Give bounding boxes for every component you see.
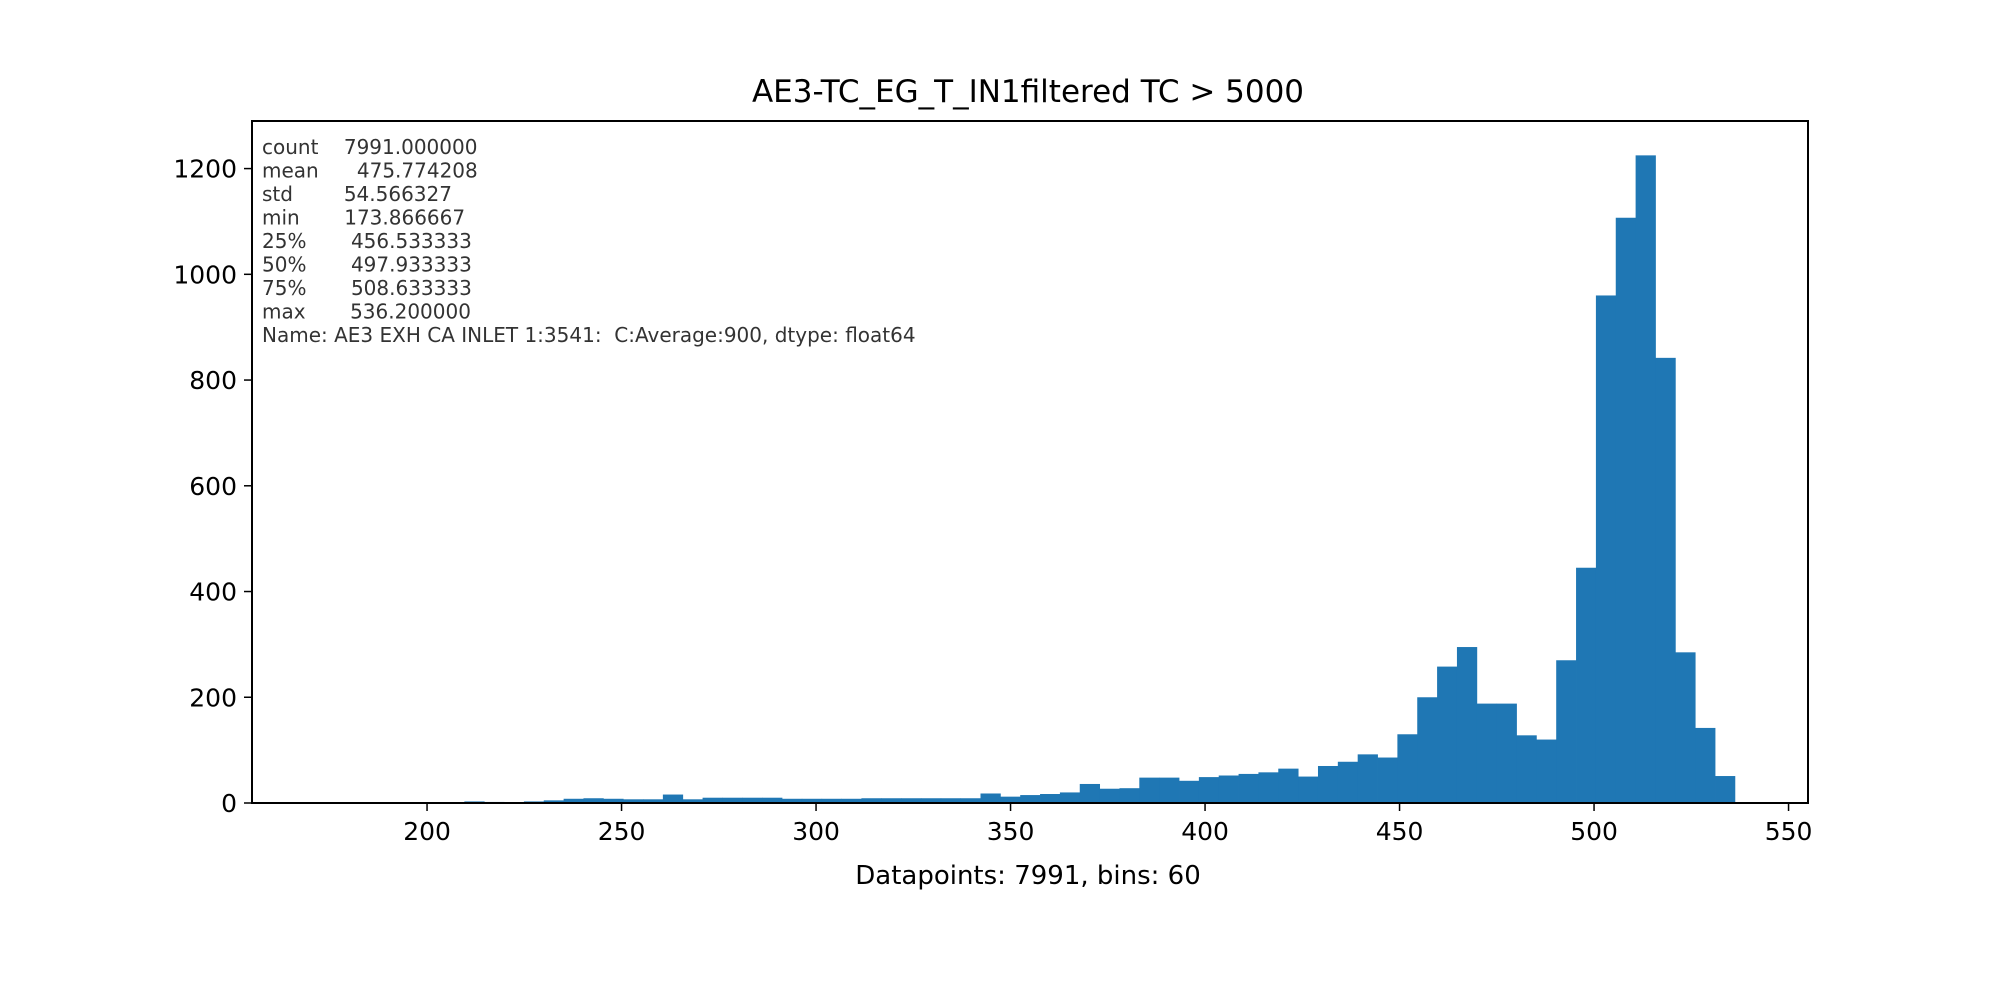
histogram-bar <box>1278 768 1299 803</box>
histogram-bar <box>702 797 723 803</box>
histogram-bar <box>1536 739 1557 803</box>
histogram-bar <box>920 798 942 803</box>
histogram-bar <box>1456 647 1478 803</box>
histogram-bar <box>1317 765 1339 803</box>
histogram-bar <box>1595 295 1617 803</box>
histogram-bar <box>1615 217 1637 803</box>
histogram-bar <box>1000 796 1021 803</box>
x-axis-ticks: 200 250 300 350 400 450 500 550 <box>403 803 1812 846</box>
histogram-bar <box>1476 703 1498 803</box>
stats-line: 50% 497.933333 <box>262 253 472 277</box>
histogram-bar <box>940 798 962 803</box>
histogram-bar <box>1159 777 1180 803</box>
histogram-bar <box>1695 727 1716 803</box>
stats-line: Name: AE3 EXH CA INLET 1:3541: C:Average… <box>262 323 916 347</box>
x-axis-label: Datapoints: 7991, bins: 60 <box>855 861 1201 891</box>
histogram-bar <box>1099 788 1120 803</box>
histogram-bar <box>861 798 882 803</box>
stats-line: 25% 456.533333 <box>262 229 472 253</box>
histogram-bar <box>1357 754 1378 803</box>
x-tick-label: 350 <box>987 817 1035 846</box>
x-tick-label: 200 <box>403 817 451 846</box>
histogram-bar <box>1576 567 1597 803</box>
histogram-bar <box>543 800 565 803</box>
y-tick-label: 200 <box>189 683 237 712</box>
y-tick-label: 800 <box>189 366 237 395</box>
histogram-bar <box>841 798 862 803</box>
histogram-bar <box>563 798 584 803</box>
histogram-bar <box>1198 777 1220 803</box>
x-tick-label: 400 <box>1181 817 1229 846</box>
stats-line: count 7991.000000 <box>262 135 477 159</box>
histogram-bar <box>1377 757 1398 803</box>
y-tick-label: 400 <box>189 578 237 607</box>
x-tick-label: 550 <box>1765 817 1813 846</box>
histogram-bar <box>1337 761 1359 803</box>
chart-title: AE3-TC_EG_T_IN1filtered TC > 5000 <box>752 74 1304 110</box>
histogram-bar <box>762 797 783 803</box>
histogram-bar <box>1079 783 1101 803</box>
y-axis-ticks: 0 200 400 600 800 1000 1200 <box>173 155 252 818</box>
histogram-bar <box>603 798 624 803</box>
histogram-bar <box>1516 735 1537 803</box>
histogram-bar <box>901 798 922 803</box>
histogram-bar <box>881 798 902 803</box>
histogram-bar <box>1715 776 1736 803</box>
histogram-bar <box>623 799 644 803</box>
stats-line: std 54.566327 <box>262 182 452 206</box>
histogram-bar <box>1298 776 1319 803</box>
y-tick-label: 1200 <box>173 155 237 184</box>
stats-line: min 173.866667 <box>262 206 465 230</box>
histogram-bar <box>980 793 1001 803</box>
histogram-bar <box>1218 775 1239 803</box>
histogram-bar <box>643 799 664 803</box>
x-tick-label: 500 <box>1570 817 1618 846</box>
histogram-bar <box>662 794 684 803</box>
histogram-bar <box>1675 652 1696 803</box>
histogram-bar <box>1020 795 1041 803</box>
histogram-bar <box>1635 155 1656 804</box>
y-tick-label: 1000 <box>173 260 237 289</box>
histogram-bar <box>1655 357 1676 803</box>
histogram-bar <box>583 798 604 803</box>
stats-line: mean 475.774208 <box>262 159 478 183</box>
histogram-bar <box>1258 772 1279 803</box>
histogram-bar <box>1139 777 1160 803</box>
histogram-bar <box>1397 734 1418 803</box>
histogram-bar <box>801 798 823 803</box>
histogram-bar <box>742 797 763 803</box>
histogram-bar <box>722 797 743 803</box>
y-tick-label: 600 <box>189 472 237 501</box>
histogram-bar <box>682 799 703 803</box>
histogram-bar <box>1059 792 1081 803</box>
histogram-bar <box>1556 660 1577 803</box>
stats-line: 75% 508.633333 <box>262 276 472 300</box>
x-tick-label: 450 <box>1376 817 1424 846</box>
histogram-bar <box>1119 788 1140 803</box>
histogram-bars <box>325 155 1736 804</box>
histogram-bar <box>821 798 842 803</box>
x-tick-label: 300 <box>792 817 840 846</box>
histogram-bar <box>1437 666 1458 803</box>
histogram-bar <box>1040 794 1061 803</box>
x-tick-label: 250 <box>598 817 646 846</box>
y-tick-label: 0 <box>221 789 237 818</box>
histogram-bar <box>781 798 803 803</box>
histogram-bar <box>1238 773 1259 803</box>
histogram-bar <box>1417 697 1438 803</box>
stats-line: max 536.200000 <box>262 300 471 324</box>
histogram-bar <box>960 798 981 803</box>
plot-area-frame <box>251 120 1809 804</box>
histogram-bar <box>1179 780 1200 803</box>
histogram-bar <box>1496 703 1517 803</box>
